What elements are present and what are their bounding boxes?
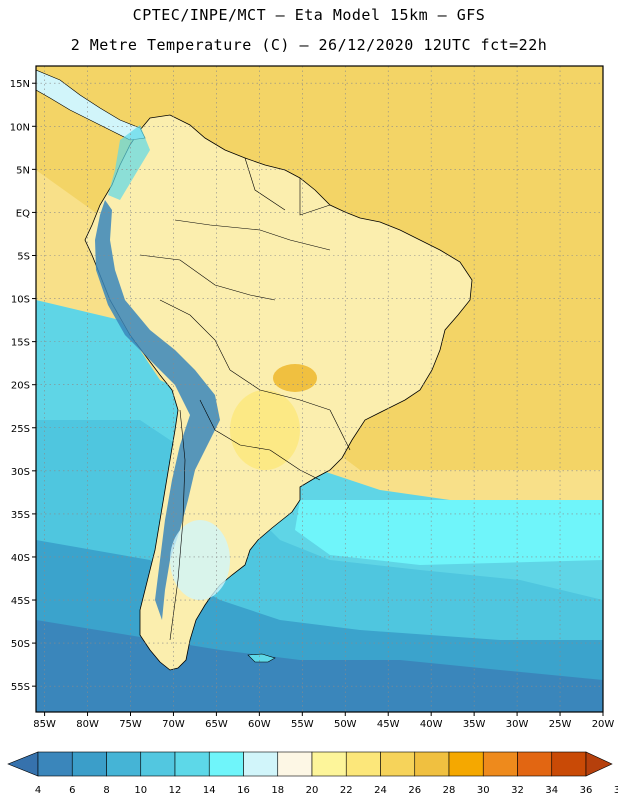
legend-color-box	[208, 751, 244, 777]
lat-tick-label: 5N	[16, 165, 30, 176]
legend-value-label: 30	[477, 785, 490, 796]
legend-color-box	[174, 751, 210, 777]
map-title-line1: CPTEC/INPE/MCT – Eta Model 15km – GFS	[132, 6, 486, 24]
lon-tick-label: 60W	[248, 719, 271, 730]
lat-tick-label: 20S	[11, 381, 30, 392]
lat-tick-label: 40S	[11, 553, 30, 564]
legend-color-box	[517, 751, 553, 777]
legend-value-label: 18	[271, 785, 284, 796]
legend-value-label: 20	[306, 785, 319, 796]
legend-color-box	[551, 751, 587, 777]
lon-tick-label: 25W	[549, 719, 572, 730]
legend-color-box	[414, 751, 450, 777]
lat-tick-label: 5S	[17, 251, 30, 262]
legend-value-label: 28	[443, 785, 456, 796]
color-legend: 4 6 8 10 12 14 16 18 20 22 24 26 28 30 32 34 36 38	[7, 751, 618, 796]
map-title-line2: 2 Metre Temperature (C) – 26/12/2020 12U…	[70, 36, 548, 54]
falkland-islands	[247, 653, 276, 663]
chaco-warm-spot	[273, 364, 317, 392]
legend-arrow-left	[7, 751, 39, 777]
lat-tick-label: 15N	[10, 79, 30, 90]
map-gridlines	[36, 66, 603, 712]
legend-value-label: 12	[169, 785, 182, 796]
lat-tick-label: 35S	[11, 510, 30, 521]
legend-value-label: 32	[511, 785, 524, 796]
lon-tick-label: 55W	[291, 719, 314, 730]
legend-color-box	[277, 751, 313, 777]
legend-color-box	[448, 751, 484, 777]
andes-cool-fringe	[108, 125, 150, 200]
patagonia-cool	[170, 520, 230, 600]
legend-value-label: 10	[134, 785, 147, 796]
lat-tick-label: EQ	[16, 208, 30, 219]
lon-tick-label: 85W	[33, 719, 56, 730]
longitude-axis: 85W 80W 75W 70W 65W 60W 55W 50W 45W 40W 35W 30W 25W 2…	[33, 712, 614, 730]
legend-value-label: 6	[69, 785, 75, 796]
legend-color-box	[37, 751, 73, 777]
legend-color-box	[243, 751, 279, 777]
lon-tick-label: 40W	[420, 719, 443, 730]
ocean-colder-band	[36, 620, 603, 712]
andes-cold-ridge	[95, 200, 220, 620]
interior-warm-area	[230, 390, 300, 470]
lon-tick-label: 35W	[463, 719, 486, 730]
lat-tick-label: 50S	[11, 639, 30, 650]
legend-color-box	[482, 751, 518, 777]
legend-value-label: 16	[237, 785, 250, 796]
lat-tick-label: 30S	[11, 467, 30, 478]
legend-arrow-right	[585, 751, 613, 777]
lon-tick-label: 45W	[377, 719, 400, 730]
lon-tick-label: 80W	[76, 719, 99, 730]
legend-value-label: 24	[374, 785, 387, 796]
legend-color-box	[106, 751, 142, 777]
lat-tick-label: 45S	[11, 596, 30, 607]
legend-value-label: 34	[545, 785, 558, 796]
lon-tick-label: 65W	[205, 719, 228, 730]
lon-tick-label: 50W	[334, 719, 357, 730]
legend-value-label: 36	[580, 785, 593, 796]
legend-value-label: 4	[35, 785, 41, 796]
legend-color-box	[380, 751, 416, 777]
legend-value-label: 14	[203, 785, 216, 796]
lon-tick-label: 75W	[119, 719, 142, 730]
legend-value-label: 8	[103, 785, 109, 796]
legend-color-box	[140, 751, 176, 777]
lat-tick-label: 55S	[11, 682, 30, 693]
map-field	[36, 66, 603, 712]
lon-tick-label: 30W	[506, 719, 529, 730]
legend-value-label: 26	[408, 785, 421, 796]
ocean-south-atlantic-band	[295, 500, 603, 565]
lat-tick-label: 25S	[11, 424, 30, 435]
lon-tick-label: 70W	[162, 719, 185, 730]
lat-tick-label: 10N	[10, 122, 30, 133]
country-borders	[139, 157, 351, 641]
legend-color-box	[311, 751, 347, 777]
legend-value-label: 38	[614, 785, 618, 796]
latitude-axis: 15N 10N 5N EQ 5S 10S 15S 20S 25S 30S 35S 40S 45S 50S 5…	[10, 79, 36, 693]
legend-color-box	[345, 751, 381, 777]
lat-tick-label: 15S	[11, 338, 30, 349]
map-frame	[35, 65, 604, 713]
lat-tick-label: 10S	[11, 295, 30, 306]
lon-tick-label: 20W	[592, 719, 615, 730]
legend-value-label: 22	[340, 785, 353, 796]
legend-color-box	[71, 751, 107, 777]
temperature-map: 15N 10N 5N EQ 5S 10S 15S 20S 25S 30S 35S 40S 45S 50S 5…	[10, 65, 614, 730]
